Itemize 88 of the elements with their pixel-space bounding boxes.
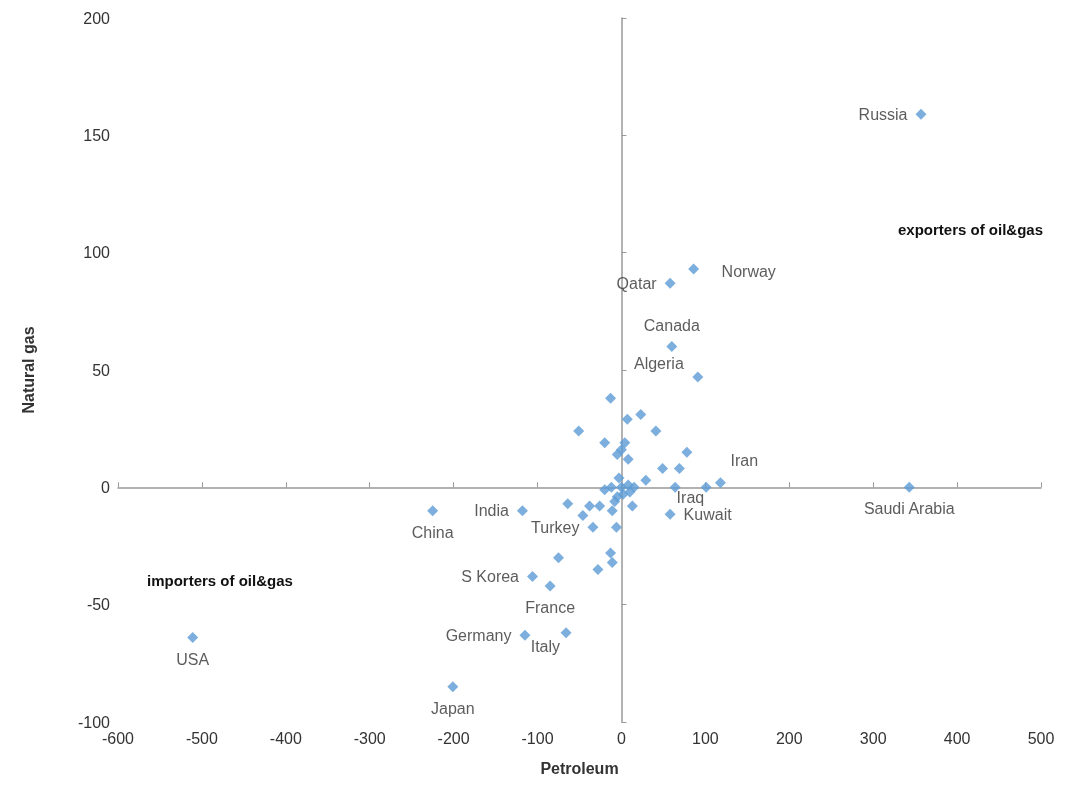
y-tick-label: 150 — [83, 126, 111, 144]
point — [669, 481, 681, 493]
x-tick-label: 0 — [617, 729, 626, 747]
data-label: Saudi Arabia — [863, 500, 955, 518]
point — [673, 463, 685, 475]
point — [611, 448, 623, 460]
x-tick-label: -300 — [353, 729, 386, 747]
y-tick-label: 0 — [101, 478, 111, 496]
data-label: France — [525, 598, 576, 616]
x-tick-label: -600 — [101, 729, 135, 747]
data-label: Russia — [858, 105, 908, 123]
point — [187, 632, 199, 644]
point — [544, 580, 556, 592]
data-label: India — [474, 502, 510, 520]
data-label: S Korea — [461, 568, 520, 586]
annotation: exporters of oil&gas — [897, 221, 1044, 238]
x-tick-label: 400 — [943, 729, 971, 747]
data-label: Turkey — [531, 518, 580, 536]
point — [619, 437, 631, 449]
point — [666, 341, 678, 353]
point — [599, 437, 611, 449]
point — [587, 521, 599, 533]
point — [605, 481, 617, 493]
y-tick-label: 100 — [83, 244, 111, 262]
point — [664, 277, 676, 289]
data-label: Canada — [643, 316, 700, 334]
data-label: Iraq — [676, 488, 705, 506]
point — [664, 508, 676, 520]
data-label: Qatar — [616, 274, 658, 292]
point — [692, 371, 704, 383]
data-label: Norway — [721, 262, 776, 280]
point — [626, 500, 638, 512]
y-tick-label: -100 — [77, 713, 111, 731]
point — [610, 521, 622, 533]
x-tick-label: -100 — [521, 729, 554, 747]
point — [605, 547, 617, 559]
point — [516, 505, 528, 517]
x-tick-label: -400 — [269, 729, 302, 747]
data-label: Iran — [730, 452, 759, 470]
point — [635, 409, 647, 421]
x-tick-label: -200 — [437, 729, 470, 747]
data-label: Japan — [431, 699, 475, 717]
point — [553, 552, 565, 564]
x-tick-label: -500 — [185, 729, 219, 747]
data-label: Kuwait — [683, 505, 733, 523]
data-label: Italy — [530, 638, 561, 656]
y-tick-label: -50 — [86, 596, 111, 614]
point — [527, 571, 539, 583]
point — [427, 505, 439, 517]
y-tick-label: 50 — [92, 361, 111, 379]
point — [621, 413, 633, 425]
x-tick-label: 300 — [859, 729, 887, 747]
y-tick-label: 200 — [83, 9, 111, 27]
point — [573, 425, 585, 437]
x-axis-title: Petroleum — [540, 759, 619, 777]
x-tick-label: 200 — [775, 729, 803, 747]
point — [622, 453, 634, 465]
data-label: USA — [176, 650, 210, 668]
data-label: Algeria — [634, 354, 684, 372]
point — [592, 563, 604, 575]
point — [700, 481, 712, 493]
point — [594, 500, 606, 512]
point — [681, 446, 693, 458]
x-tick-label: 100 — [692, 729, 719, 747]
point — [609, 495, 621, 507]
point — [584, 500, 596, 512]
point — [577, 509, 589, 521]
point — [599, 484, 611, 496]
point — [606, 556, 618, 568]
data-label: Germany — [445, 626, 512, 644]
point — [519, 629, 531, 641]
point — [903, 481, 915, 493]
point — [915, 108, 927, 120]
point — [562, 498, 574, 510]
point — [657, 463, 669, 475]
point — [447, 681, 459, 693]
point — [714, 477, 726, 489]
point — [640, 474, 652, 486]
point — [606, 505, 618, 517]
point — [650, 425, 662, 437]
point — [560, 627, 572, 639]
y-axis-title: Natural gas — [19, 326, 37, 414]
data-label: China — [411, 523, 454, 541]
point — [605, 392, 617, 404]
x-tick-label: 500 — [1027, 729, 1055, 747]
point — [688, 263, 700, 275]
point — [613, 472, 625, 484]
annotation: importers of oil&gas — [147, 572, 293, 589]
